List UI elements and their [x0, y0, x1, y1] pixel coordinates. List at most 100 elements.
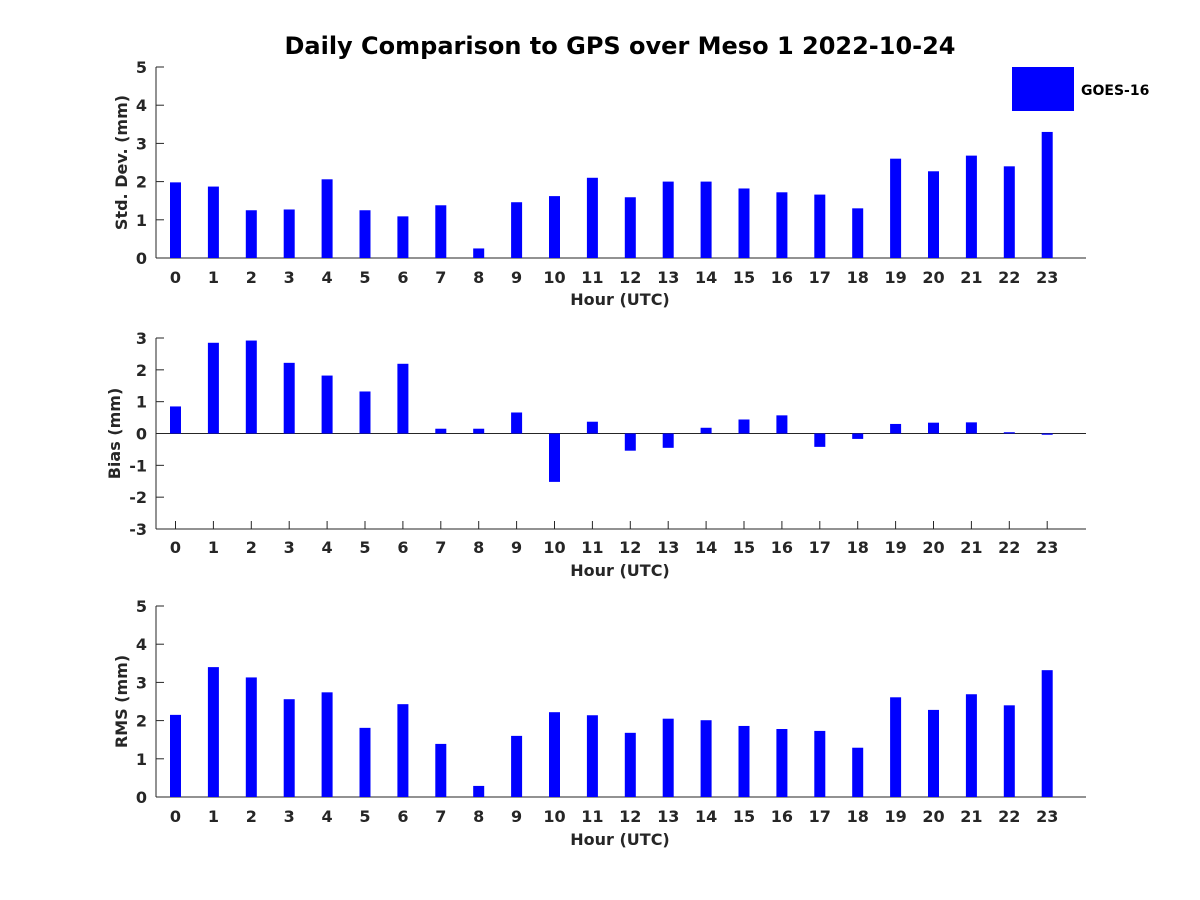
x-tick-label: 8 [473, 538, 484, 557]
x-tick-label: 7 [435, 807, 446, 826]
x-tick-label: 16 [771, 807, 793, 826]
x-tick-label: 0 [170, 538, 181, 557]
bar-2 [245, 677, 257, 797]
y-tick-label: 3 [136, 134, 147, 153]
x-tick-label: 18 [847, 538, 869, 557]
x-tick-label: 9 [511, 268, 522, 287]
y-axis-label: Bias (mm) [105, 388, 124, 480]
bar-15 [738, 725, 750, 797]
x-tick-label: 22 [998, 538, 1020, 557]
y-tick-label: 0 [136, 788, 147, 807]
y-tick-label: 1 [136, 211, 147, 230]
x-tick-label: 16 [771, 268, 793, 287]
x-tick-label: 4 [322, 268, 333, 287]
bar-1 [207, 342, 219, 434]
bar-2 [245, 210, 257, 258]
x-tick-label: 2 [246, 538, 257, 557]
bar-2 [245, 340, 257, 434]
y-tick-label: 2 [136, 173, 147, 192]
x-tick-label: 21 [960, 538, 982, 557]
y-tick-label: 1 [136, 750, 147, 769]
bar-11 [586, 715, 598, 797]
x-tick-label: 0 [170, 807, 181, 826]
bar-18 [852, 433, 864, 439]
x-tick-label: 10 [543, 268, 565, 287]
bar-10 [549, 196, 560, 258]
bar-23 [1041, 670, 1053, 797]
x-tick-label: 19 [884, 268, 906, 287]
bar-14 [700, 181, 712, 258]
legend: GOES-16 [1012, 67, 1149, 111]
bar-7 [435, 205, 447, 258]
y-tick-label: -3 [129, 520, 147, 539]
y-tick-label: 4 [136, 635, 147, 654]
bar-23 [1041, 433, 1053, 435]
x-tick-label: 6 [397, 268, 408, 287]
bar-21 [965, 694, 977, 797]
x-tick-label: 14 [695, 538, 717, 557]
bar-20 [928, 709, 939, 797]
y-tick-label: 0 [136, 425, 147, 444]
bar-14 [700, 720, 712, 797]
x-tick-label: 3 [284, 538, 295, 557]
bar-20 [928, 171, 939, 258]
y-tick-label: 1 [136, 393, 147, 412]
y-axis-label: RMS (mm) [112, 655, 131, 748]
bar-13 [662, 718, 674, 797]
bar-8 [473, 785, 485, 797]
x-tick-label: 15 [733, 268, 755, 287]
x-tick-label: 12 [619, 268, 641, 287]
x-tick-label: 4 [322, 538, 333, 557]
x-tick-label: 9 [511, 538, 522, 557]
x-tick-label: 6 [397, 538, 408, 557]
x-tick-label: 16 [771, 538, 793, 557]
x-tick-label: 23 [1036, 807, 1058, 826]
y-tick-label: 4 [136, 96, 147, 115]
bar-10 [549, 433, 560, 482]
x-tick-label: 12 [619, 807, 641, 826]
x-tick-label: 20 [922, 268, 944, 287]
x-tick-label: 14 [695, 268, 717, 287]
y-tick-label: -1 [129, 456, 147, 475]
bar-4 [321, 179, 333, 258]
bar-5 [359, 727, 371, 797]
bar-17 [814, 730, 826, 797]
y-tick-label: 5 [136, 597, 147, 616]
bar-22 [1003, 166, 1015, 258]
bar-5 [359, 391, 371, 434]
x-tick-label: 7 [435, 538, 446, 557]
legend-label: GOES-16 [1081, 83, 1149, 99]
legend-swatch [1012, 67, 1074, 111]
x-tick-label: 21 [960, 268, 982, 287]
bar-9 [511, 202, 523, 258]
x-tick-label: 13 [657, 268, 679, 287]
y-tick-label: 2 [136, 361, 147, 380]
bar-23 [1041, 131, 1053, 258]
bar-12 [624, 433, 636, 451]
x-tick-label: 21 [960, 807, 982, 826]
bar-3 [283, 209, 295, 258]
bar-11 [586, 421, 598, 434]
x-tick-label: 0 [170, 268, 181, 287]
bar-20 [928, 422, 939, 434]
bar-14 [700, 427, 712, 434]
x-tick-label: 17 [809, 538, 831, 557]
bar-17 [814, 433, 826, 447]
bar-3 [283, 362, 295, 434]
bar-4 [321, 375, 333, 434]
bar-7 [435, 743, 447, 797]
bar-0 [170, 714, 181, 797]
y-tick-label: 2 [136, 712, 147, 731]
x-tick-label: 22 [998, 807, 1020, 826]
bar-19 [890, 423, 902, 434]
x-tick-label: 19 [884, 807, 906, 826]
x-tick-label: 10 [543, 538, 565, 557]
y-tick-label: 3 [136, 673, 147, 692]
x-tick-label: 11 [581, 538, 603, 557]
x-tick-label: 1 [208, 807, 219, 826]
bar-21 [965, 155, 977, 258]
x-tick-label: 5 [359, 807, 370, 826]
x-tick-label: 1 [208, 268, 219, 287]
